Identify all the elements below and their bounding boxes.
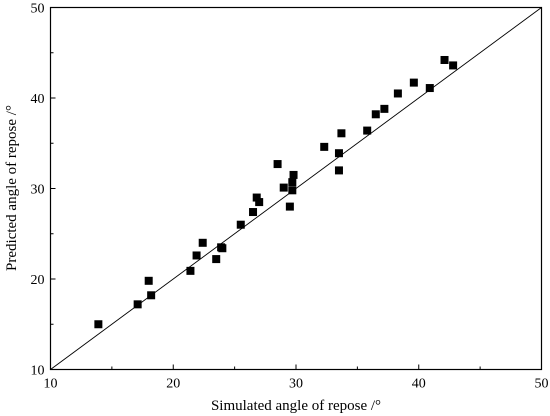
data-point [449,61,458,70]
data-point [288,178,297,187]
data-point [289,170,298,179]
data-point [334,166,343,175]
y-tick-label: 40 [31,92,45,107]
x-axis-title: Simulated angle of repose /° [211,398,381,414]
y-axis: 10 20 30 40 50 [31,2,56,379]
data-points [94,55,458,329]
data-point [192,251,201,260]
data-point [285,202,294,211]
x-axis: 10 20 30 40 50 [44,364,549,392]
y-tick-label: 10 [31,364,45,379]
data-point [279,183,288,192]
data-point [440,55,449,64]
data-point [249,208,258,217]
x-tick-label: 50 [535,377,549,392]
data-point [393,89,402,98]
data-point [186,266,195,275]
data-point [94,320,103,329]
data-point [371,110,380,119]
x-tick-label: 10 [44,377,58,392]
y-tick-label: 20 [31,273,45,288]
data-point [363,126,372,135]
data-point [147,291,156,300]
data-point [133,300,142,309]
data-point [337,129,346,138]
x-tick-label: 40 [412,377,426,392]
data-point [255,198,264,207]
data-point [273,160,282,169]
data-point [212,255,221,264]
data-point [409,78,418,87]
y-tick-label: 30 [31,183,45,198]
data-point [288,186,297,195]
data-point [320,142,329,151]
x-tick-label: 30 [289,377,303,392]
data-point [218,244,227,253]
x-tick-label: 20 [166,377,180,392]
data-point [252,193,261,202]
data-point [380,104,389,113]
data-point [425,84,434,93]
data-point [236,220,245,229]
data-point [334,149,343,158]
y-axis-title: Predicted angle of repose /° [4,105,20,271]
y-tick-label: 50 [31,2,45,17]
data-point [198,238,207,247]
data-point [144,276,153,285]
